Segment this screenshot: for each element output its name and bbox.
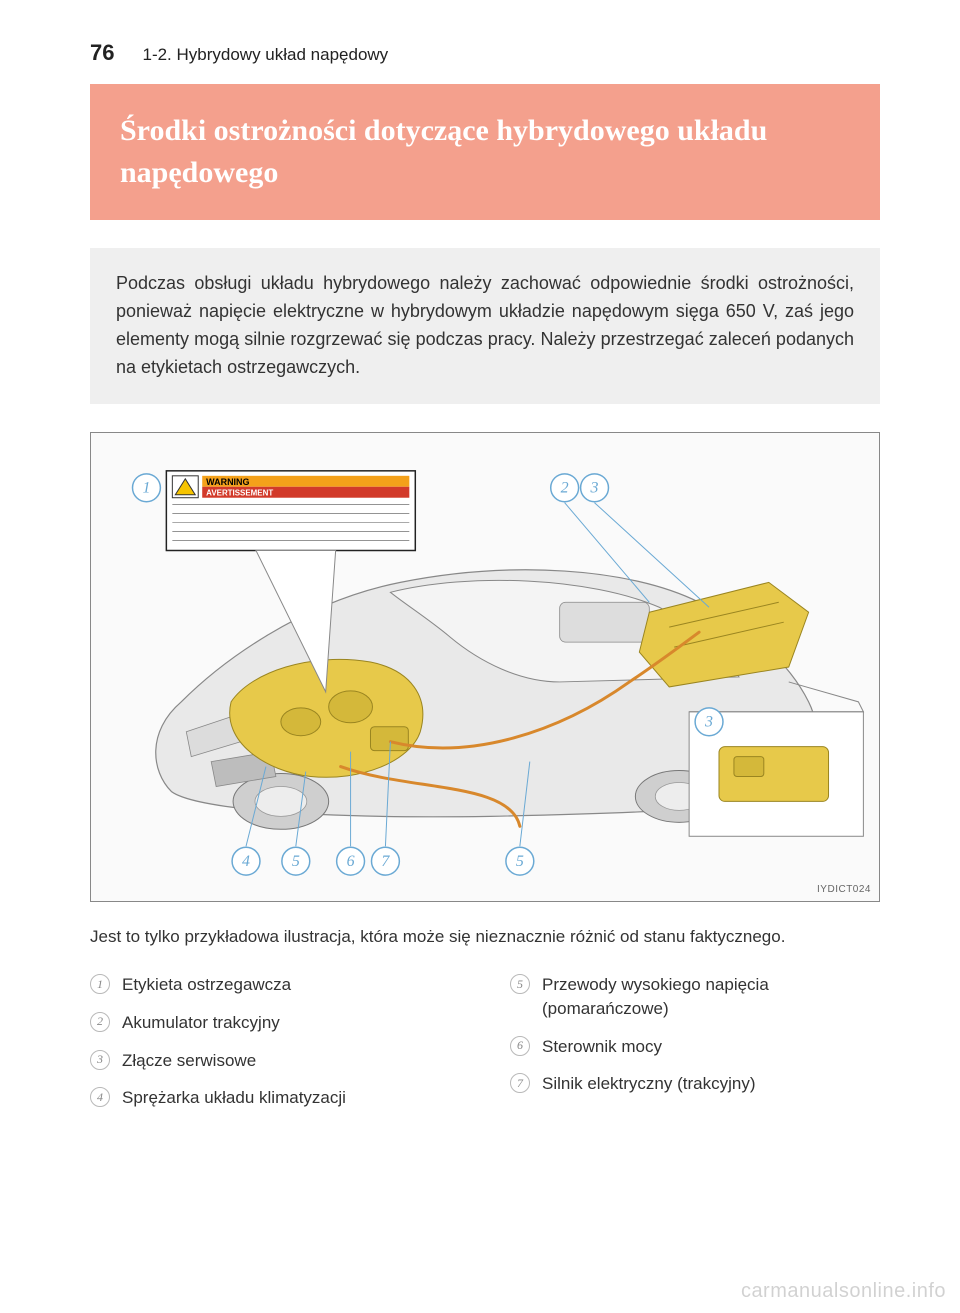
intro-text: Podczas obsługi układu hybrydowego należ… (116, 273, 854, 377)
legend-col-left: 1 Etykieta ostrzegawcza 2 Akumulator trakcy… (90, 973, 460, 1124)
watermark: carmanualsonline.info (741, 1280, 946, 1303)
legend-badge: 6 (510, 1036, 530, 1056)
legend-col-right: 5 Przewody wysokiego napięcia (pomarańczo… (510, 973, 880, 1124)
svg-text:AVERTISSEMENT: AVERTISSEMENT (206, 488, 273, 497)
svg-text:4: 4 (242, 853, 250, 870)
figure-caption: Jest to tylko przykładowa ilustracja, kt… (90, 924, 880, 950)
figure-code: IYDICT024 (817, 884, 871, 895)
legend-badge: 7 (510, 1073, 530, 1093)
legend-item: 4 Sprężarka układu klimatyzacji (90, 1086, 460, 1110)
legend-label: Przewody wysokiego napięcia (pomarańczow… (542, 973, 880, 1021)
legend: 1 Etykieta ostrzegawcza 2 Akumulator trakcy… (90, 973, 880, 1124)
hybrid-system-figure: WARNING AVERTISSEMENT 1 2 3 3 4 5 6 7 5 IYDICT024 (90, 432, 880, 902)
legend-label: Akumulator trakcyjny (122, 1011, 280, 1035)
title-banner: Środki ostrożności dotyczące hybrydowego… (90, 84, 880, 220)
legend-badge: 5 (510, 974, 530, 994)
manual-page: 76 1-2. Hybrydowy układ napędowy Środki … (0, 0, 960, 1313)
svg-text:5: 5 (516, 853, 524, 870)
legend-item: 1 Etykieta ostrzegawcza (90, 973, 460, 997)
legend-item: 2 Akumulator trakcyjny (90, 1011, 460, 1035)
figure-svg: WARNING AVERTISSEMENT 1 2 3 3 4 5 6 7 5 (91, 433, 879, 901)
svg-text:6: 6 (347, 853, 355, 870)
legend-badge: 3 (90, 1050, 110, 1070)
legend-item: 5 Przewody wysokiego napięcia (pomarańczo… (510, 973, 880, 1021)
page-title: Środki ostrożności dotyczące hybrydowego… (120, 110, 850, 194)
legend-badge: 1 (90, 974, 110, 994)
svg-text:7: 7 (381, 853, 390, 870)
legend-item: 7 Silnik elektryczny (trakcyjny) (510, 1072, 880, 1096)
intro-box: Podczas obsługi układu hybrydowego należ… (90, 248, 880, 404)
legend-label: Złącze serwisowe (122, 1049, 256, 1073)
page-number: 76 (90, 40, 114, 66)
svg-text:WARNING: WARNING (206, 476, 249, 486)
legend-item: 3 Złącze serwisowe (90, 1049, 460, 1073)
legend-label: Silnik elektryczny (trakcyjny) (542, 1072, 756, 1096)
svg-text:1: 1 (142, 479, 150, 496)
legend-label: Sterownik mocy (542, 1035, 662, 1059)
svg-text:5: 5 (292, 853, 300, 870)
svg-text:3: 3 (704, 713, 713, 730)
legend-badge: 2 (90, 1012, 110, 1032)
svg-text:3: 3 (590, 479, 599, 496)
running-header: 76 1-2. Hybrydowy układ napędowy (90, 40, 880, 66)
legend-label: Etykieta ostrzegawcza (122, 973, 291, 997)
section-label: 1-2. Hybrydowy układ napędowy (142, 45, 388, 65)
legend-badge: 4 (90, 1087, 110, 1107)
legend-item: 6 Sterownik mocy (510, 1035, 880, 1059)
legend-label: Sprężarka układu klimatyzacji (122, 1086, 346, 1110)
svg-text:2: 2 (561, 479, 569, 496)
